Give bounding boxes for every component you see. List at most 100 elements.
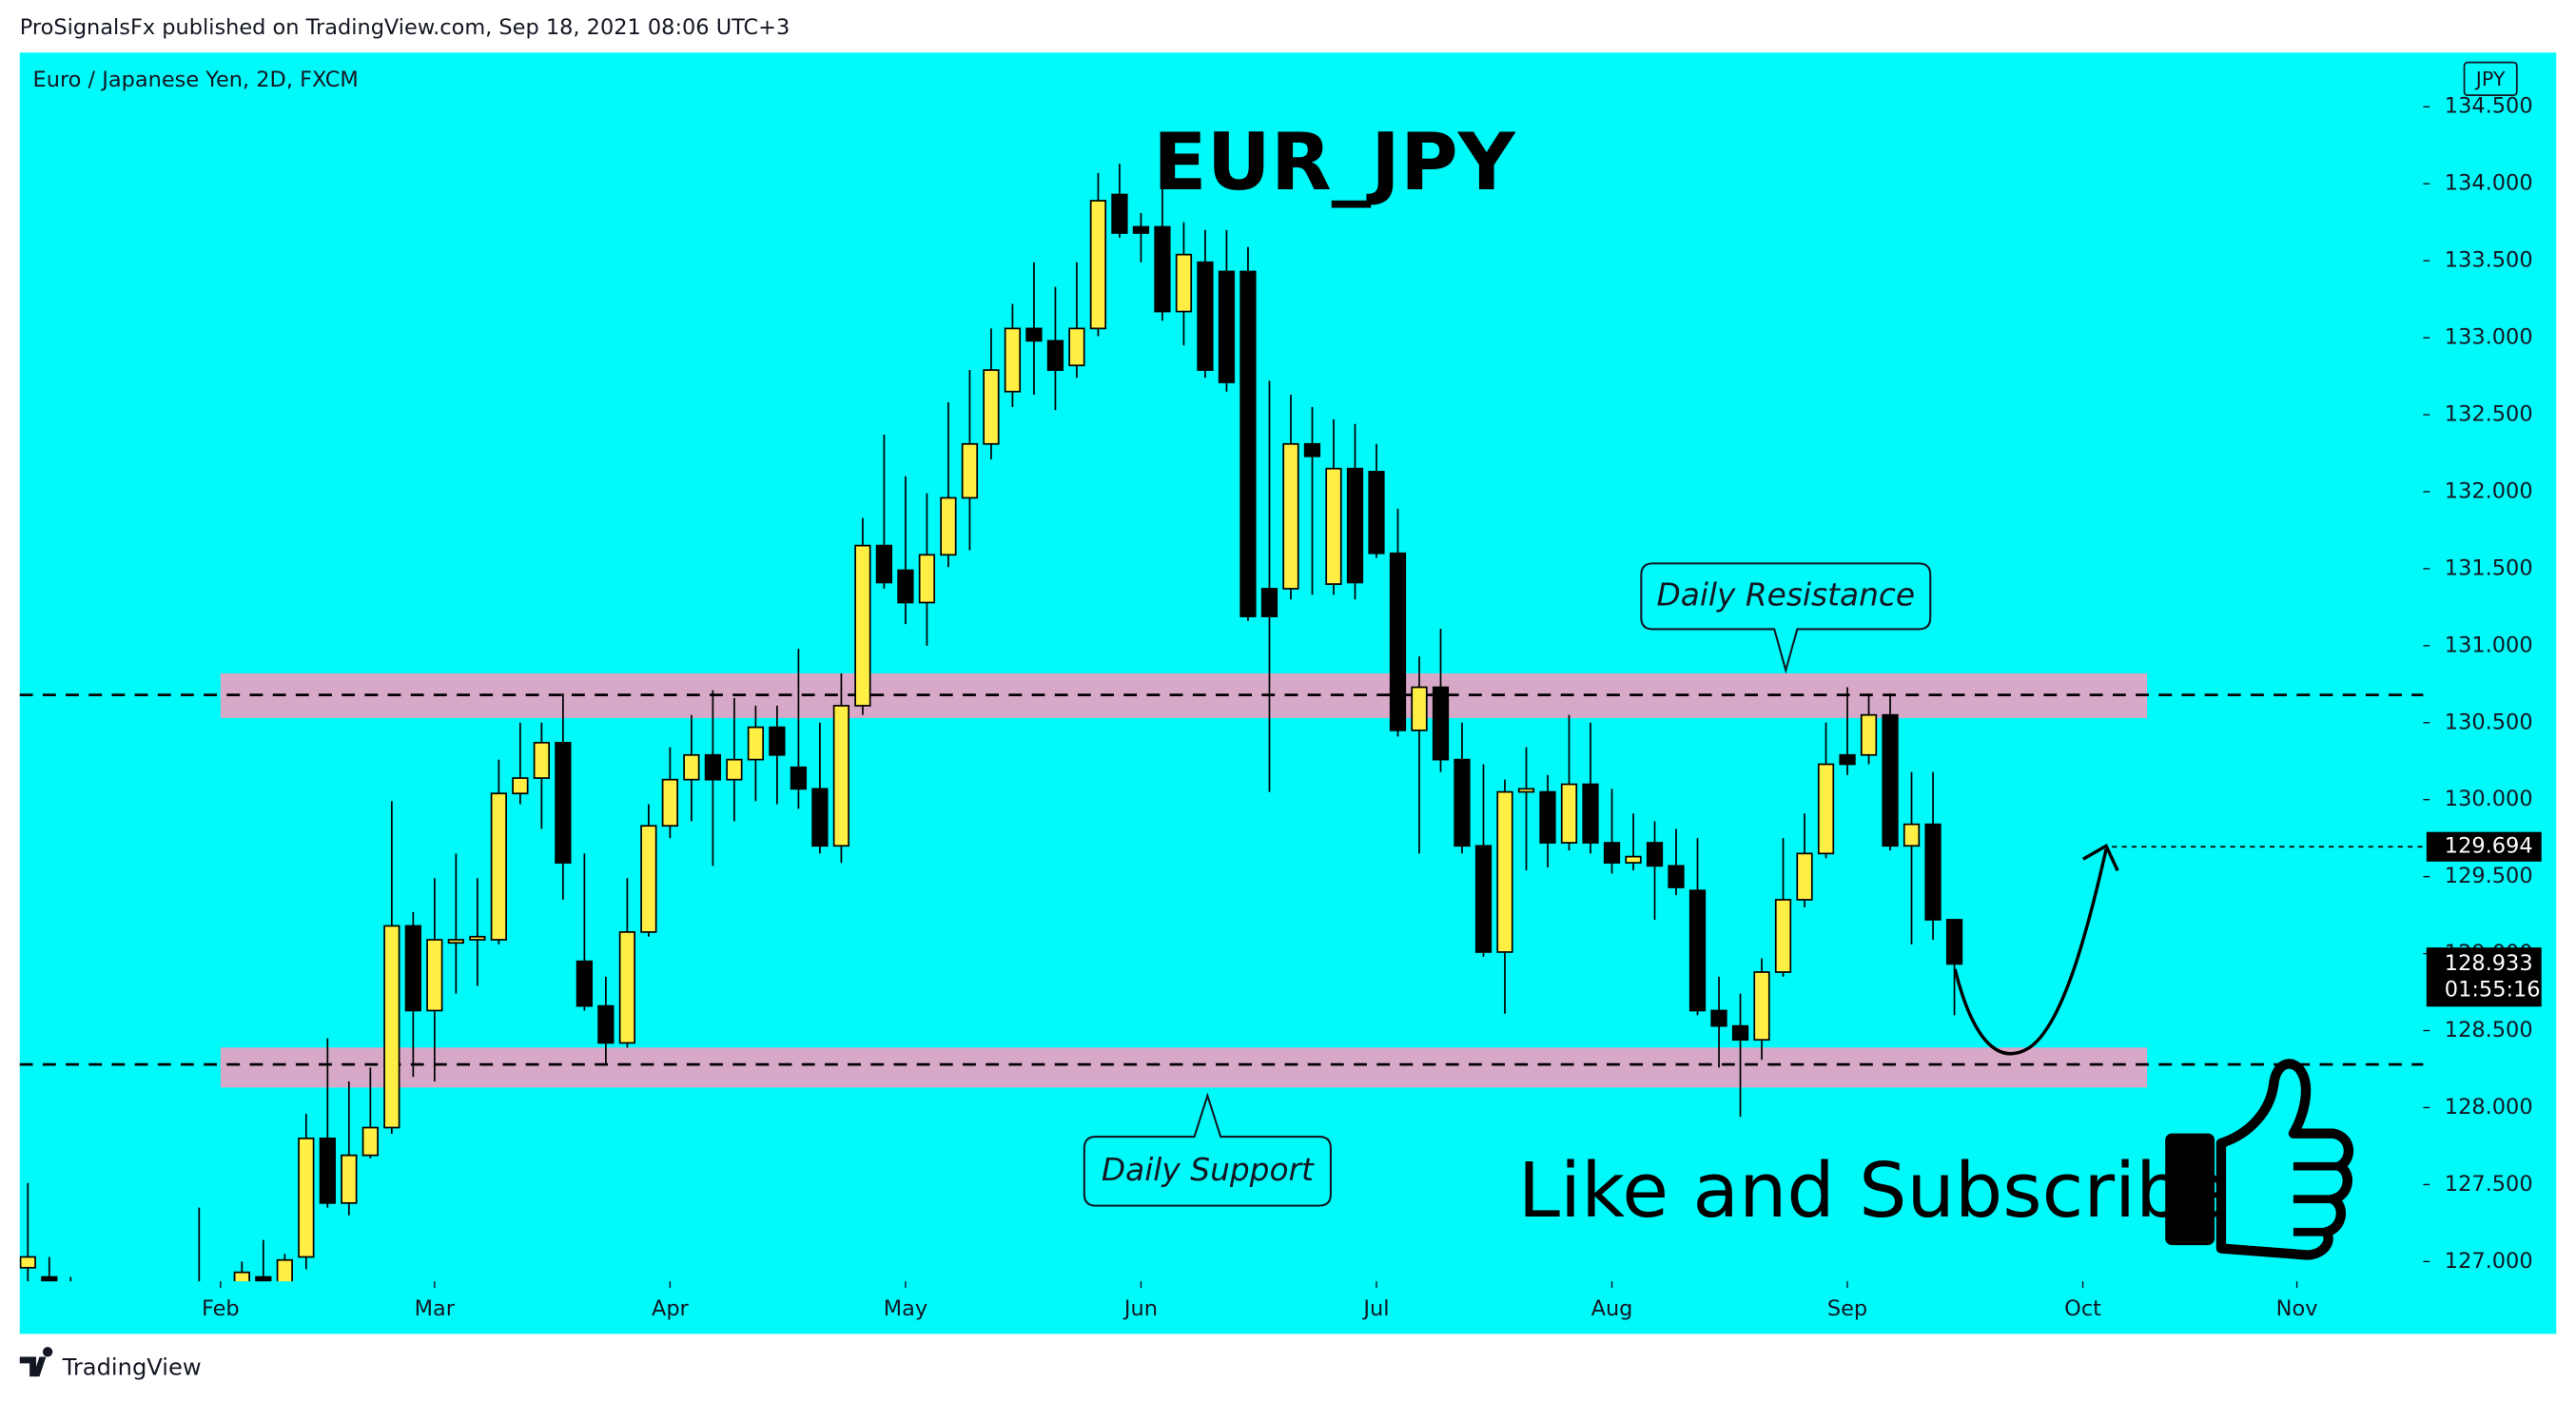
candle-body <box>1368 471 1385 555</box>
y-tick-label: 134.000 <box>2445 171 2533 196</box>
countdown-label: 01:55:16 <box>2445 978 2541 1003</box>
y-tick-label: 131.500 <box>2445 555 2533 580</box>
candle-body <box>811 788 829 847</box>
candle-body <box>233 1271 250 1282</box>
y-tick-label: 129.500 <box>2445 864 2533 888</box>
plot-area <box>19 164 1963 1282</box>
chart-title: EUR_JPY <box>1153 116 1516 208</box>
y-tick-label: 128.500 <box>2445 1018 2533 1042</box>
y-tick-label: 130.000 <box>2445 787 2533 811</box>
target-price-label: 129.694 <box>2445 834 2533 859</box>
support-label: Daily Support <box>1102 1152 1315 1188</box>
x-tick-label: Oct <box>2064 1296 2101 1321</box>
candle-body <box>1197 261 1214 371</box>
candle-body <box>1454 758 1471 847</box>
y-tick-label: 133.500 <box>2445 248 2533 273</box>
candle-body <box>469 935 486 941</box>
candle-body <box>1218 270 1236 383</box>
last-price-box <box>2426 947 2542 1007</box>
zones <box>19 672 2424 1088</box>
candle-body <box>897 569 914 604</box>
candle-body <box>1132 225 1150 234</box>
candle-body <box>983 369 1000 445</box>
candle-body <box>1432 686 1450 761</box>
candle-body <box>1560 783 1578 844</box>
candle-body <box>790 766 808 790</box>
target-price-box <box>2426 831 2542 862</box>
y-tick-label: 130.500 <box>2445 710 2533 734</box>
candle-body <box>747 726 765 761</box>
candle-body <box>769 726 786 756</box>
x-tick-label: Aug <box>1591 1296 1633 1321</box>
tradingview-logo <box>19 1347 53 1377</box>
y-tick-label: 127.000 <box>2445 1249 2533 1274</box>
candle-body <box>1625 855 1642 864</box>
candle-body <box>404 925 421 1012</box>
x-tick-label: Nov <box>2276 1296 2318 1321</box>
candle-body <box>597 1004 615 1044</box>
candle-body <box>1111 193 1128 234</box>
x-tick-label: Sep <box>1827 1296 1867 1321</box>
candle-body <box>361 1126 379 1157</box>
candle-body <box>1346 467 1364 584</box>
candle-body <box>1582 783 1599 844</box>
candle-body <box>640 825 657 933</box>
candle-body <box>1668 865 1685 888</box>
candle-body <box>1175 253 1193 313</box>
x-tick-label: Feb <box>202 1296 240 1321</box>
candle-body <box>576 960 594 1007</box>
axes: 127.000127.500128.000128.500129.000129.5… <box>202 94 2542 1321</box>
candle-body <box>618 931 636 1044</box>
candle-body <box>832 705 850 847</box>
candle-body <box>1474 845 1493 953</box>
candle-body <box>1154 225 1171 313</box>
candle-body <box>41 1275 58 1282</box>
cta-text: Like and Subscribe <box>1518 1146 2231 1235</box>
candle-body <box>1796 852 1813 901</box>
x-tick-label: Jul <box>1361 1296 1389 1321</box>
currency-label: JPY <box>2474 68 2506 90</box>
candle-body <box>383 925 400 1129</box>
candle-body <box>276 1258 293 1282</box>
candle-body <box>512 777 529 795</box>
candle-body <box>1753 971 1770 1042</box>
candle-body <box>1710 1009 1727 1027</box>
candle-body <box>1860 713 1878 756</box>
candle-body <box>1325 467 1342 585</box>
candle-body <box>1603 842 1621 864</box>
candle-body <box>341 1154 358 1204</box>
candle-body <box>854 544 871 707</box>
candle-body <box>1539 790 1556 844</box>
candle-body <box>533 741 551 779</box>
support-callout <box>1083 1092 1332 1207</box>
arrow-head <box>2082 843 2119 872</box>
candle-body <box>726 758 743 781</box>
candle-body <box>1688 889 1707 1012</box>
footer-brand: TradingView <box>62 1354 202 1381</box>
candle-body <box>1496 790 1513 953</box>
candle-body <box>1025 327 1043 342</box>
resistance-label: Daily Resistance <box>1656 576 1915 613</box>
candle-body <box>1389 552 1407 731</box>
candle-body <box>255 1275 272 1282</box>
candle-body <box>1903 823 1921 847</box>
candle-body <box>918 554 936 604</box>
y-tick-label: 132.000 <box>2445 478 2533 503</box>
candle-body <box>1774 899 1792 973</box>
candle-body <box>298 1137 315 1258</box>
candle-body <box>940 497 957 556</box>
candle-body <box>1517 788 1535 793</box>
x-tick-label: Mar <box>415 1296 456 1321</box>
candle-body <box>1731 1024 1749 1042</box>
candle-body <box>426 939 443 1012</box>
y-tick-label: 131.000 <box>2445 633 2533 657</box>
candle-body <box>1646 842 1664 867</box>
candle-body <box>1303 442 1321 458</box>
candle-body <box>555 741 572 864</box>
y-tick-label: 132.500 <box>2445 402 2533 427</box>
candle-body <box>1882 713 1899 847</box>
candle-body <box>1282 442 1299 590</box>
candle-body <box>1046 340 1064 371</box>
candle-body <box>1260 588 1278 617</box>
